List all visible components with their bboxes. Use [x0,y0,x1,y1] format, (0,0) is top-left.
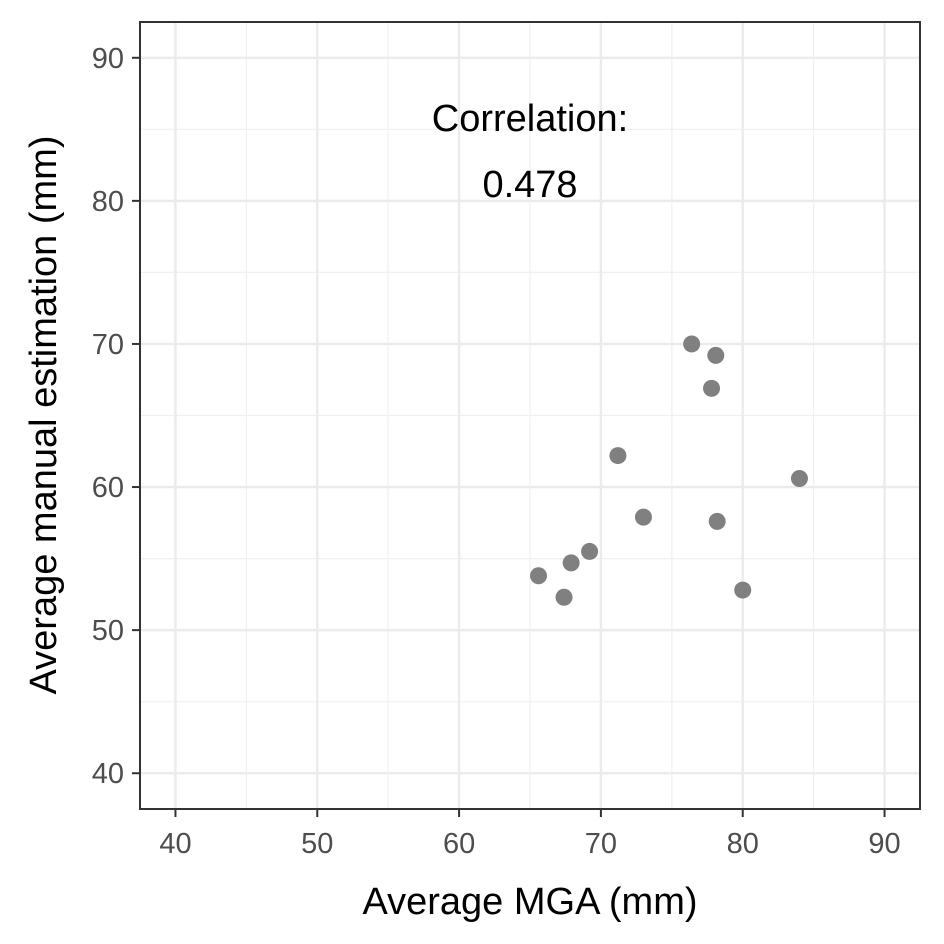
data-point [581,542,599,560]
x-tick-label: 60 [443,828,475,860]
data-point [609,447,627,465]
x-axis-title: Average MGA (mm) [362,881,697,923]
data-point [555,588,573,606]
annotation-correlation-value: 0.478 [482,164,577,206]
y-tick-label: 60 [92,472,124,504]
x-tick-label: 40 [159,828,191,860]
y-tick-label: 50 [92,615,124,647]
data-point [530,567,548,585]
y-tick-label: 90 [92,43,124,75]
data-point [707,346,725,364]
x-tick-label: 70 [585,828,617,860]
x-tick-label: 90 [868,828,900,860]
annotation-correlation-label: Correlation: [432,98,628,140]
data-point [790,469,808,487]
major-gridlines [140,22,920,809]
data-point [683,335,701,353]
data-point [734,581,752,599]
y-tick-label: 80 [92,186,124,218]
plot-border [139,21,921,810]
y-axis-ticks: 40 50 60 70 80 90 [92,43,140,790]
y-axis-title: Average manual estimation (mm) [23,136,65,695]
minor-gridlines [140,22,920,809]
data-points [530,335,808,606]
x-tick-label: 50 [301,828,333,860]
data-point [703,379,721,397]
y-tick-label: 70 [92,329,124,361]
data-point [634,508,652,526]
data-point [562,554,580,572]
y-tick-label: 40 [92,758,124,790]
x-axis-ticks: 40 50 60 70 80 90 [159,809,901,860]
data-point [708,512,726,530]
x-tick-label: 80 [727,828,759,860]
